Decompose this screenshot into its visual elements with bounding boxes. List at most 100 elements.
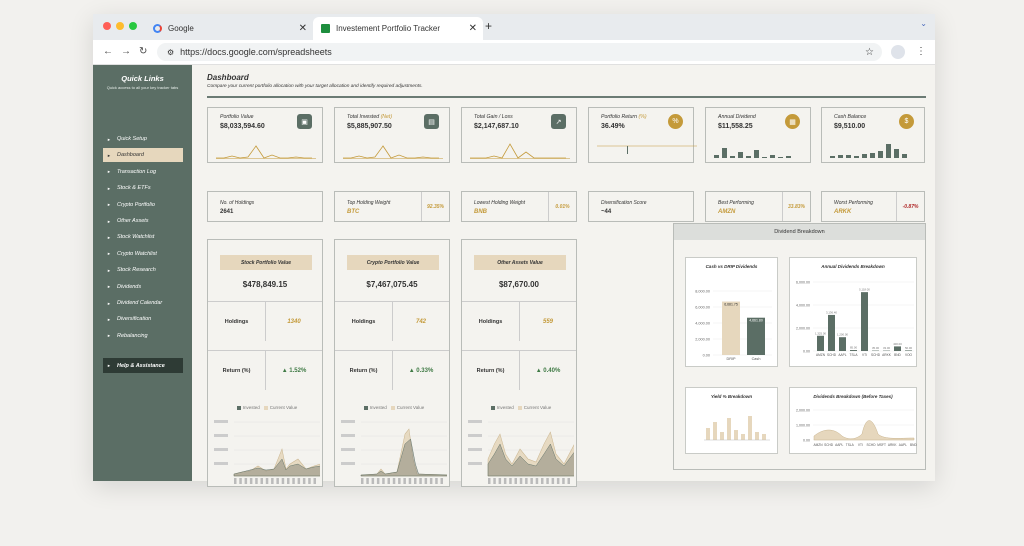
- sidebar-item-crypto-watchlist[interactable]: ► Crypto Watchlist: [103, 247, 183, 261]
- stat-value: ~44: [601, 209, 612, 215]
- return-label: Return (%): [462, 351, 520, 390]
- x-tick-label: DRIP: [726, 357, 736, 361]
- sidebar-item-quick-setup[interactable]: ► Quick Setup: [103, 132, 183, 146]
- holdings-value: 1340: [287, 318, 301, 325]
- portfolio-area-chart: [214, 420, 320, 484]
- tab-bar: Google ✕ Investement Portfolio Tracker ✕…: [93, 14, 935, 40]
- google-icon: [153, 24, 162, 33]
- legend-swatch-invested: [236, 405, 241, 410]
- sidebar-item-label: Diversification: [116, 316, 152, 323]
- wallet-icon: ▣: [297, 114, 312, 129]
- sidebar-item-label: Rebalancing: [116, 332, 148, 339]
- spark-bar: [778, 157, 783, 158]
- y-tick-label: 6,000.00: [796, 281, 810, 285]
- legend-invested: Invested: [242, 405, 260, 410]
- page-title: Dashboard: [207, 73, 249, 82]
- kpi-value: $8,033,594.60: [220, 123, 265, 130]
- bar-schd: [828, 314, 835, 351]
- data-label: 6,681.75: [724, 303, 738, 307]
- reload-icon[interactable]: ↻: [139, 46, 148, 57]
- stat-label: No. of Holdings: [220, 200, 255, 206]
- dollar-icon: $: [899, 114, 914, 129]
- kpi-label-highlight: (%): [638, 114, 647, 120]
- sidebar-item-crypto-portfolio[interactable]: ► Crypto Portfolio: [103, 198, 183, 212]
- y-tick-label: 1,000.00: [796, 424, 810, 428]
- legend-invested: Invested: [496, 405, 514, 410]
- sidebar-item-dashboard[interactable]: ► Dashboard: [103, 148, 183, 163]
- dividend-breakdown-title: Dividend Breakdown: [674, 224, 925, 240]
- stat-card: Diversification Score ~44: [588, 191, 694, 222]
- sidebar-item-rebalancing[interactable]: ► Rebalancing: [103, 329, 183, 343]
- kpi-label: Portfolio Value: [220, 114, 254, 120]
- close-window-dot[interactable]: [103, 22, 111, 30]
- sidebar-item-dividend-calendar[interactable]: ► Dividend Calendar: [103, 296, 183, 310]
- triangle-icon: ►: [107, 234, 111, 240]
- x-tick-label: VTI: [858, 443, 863, 447]
- bookmark-star-icon[interactable]: ☆: [865, 46, 874, 58]
- x-tick-label: ARKK: [888, 443, 898, 447]
- kpi-card: Cash Balance $9,510.00 $: [821, 107, 925, 163]
- close-tab-icon[interactable]: ✕: [468, 23, 477, 34]
- menu-icon[interactable]: ⋮: [916, 46, 926, 57]
- spark-bar: [738, 152, 743, 158]
- x-tick-label: VOO: [905, 353, 913, 357]
- sidebar-item-stock-watchlist[interactable]: ► Stock Watchlist: [103, 230, 183, 244]
- spark-bar: [770, 155, 775, 158]
- back-icon[interactable]: ←: [103, 46, 113, 57]
- new-tab-icon[interactable]: +: [485, 19, 493, 33]
- kpi-label-text: Portfolio Return: [601, 114, 638, 120]
- bar-drip: [722, 301, 740, 355]
- kpi-card: Portfolio Value $8,033,594.60 ▣: [207, 107, 323, 163]
- bar-bnd: [894, 346, 901, 351]
- tab-tracker[interactable]: Investement Portfolio Tracker ✕: [313, 17, 483, 40]
- maximize-window-dot[interactable]: [129, 22, 137, 30]
- sidebar-item-transaction-log[interactable]: ► Transaction Log: [103, 165, 183, 179]
- minimize-window-dot[interactable]: [116, 22, 124, 30]
- stat-percent: -0.87%: [896, 192, 924, 221]
- kpi-label-text: Portfolio Value: [220, 114, 254, 120]
- portfolio-title: Crypto Portfolio Value: [347, 255, 439, 270]
- kpi-sparkline: [343, 145, 443, 159]
- kpi-label: Portfolio Return (%): [601, 114, 647, 120]
- percent-icon: %: [668, 114, 683, 129]
- sidebar-item-label: Transaction Log: [116, 168, 157, 175]
- spark-bar: [862, 154, 867, 158]
- yield-breakdown-chart: Yield % Breakdown: [685, 387, 778, 454]
- tab-label: Investement Portfolio Tracker: [336, 24, 441, 33]
- portfolio-title: Other Assets Value: [474, 255, 566, 270]
- tab-google[interactable]: Google ✕: [153, 17, 313, 40]
- forward-icon[interactable]: →: [121, 46, 131, 57]
- url-field[interactable]: ⚙ https://docs.google.com/spreadsheets ☆: [157, 43, 882, 61]
- sidebar-item-stock-etfs[interactable]: ► Stock & ETFs: [103, 181, 183, 195]
- triangle-icon: ►: [107, 169, 111, 175]
- sidebar: Quick Links Quick access to all your key…: [93, 65, 192, 481]
- x-tick-label: SCHD: [824, 443, 834, 447]
- yield-bars: [704, 416, 770, 441]
- sidebar-item-diversification[interactable]: ► Diversification: [103, 312, 183, 326]
- sidebar-item-stock-research[interactable]: ► Stock Research: [103, 263, 183, 277]
- spark-bar: [854, 156, 859, 158]
- triangle-icon: ►: [107, 316, 111, 322]
- data-label: 4,661.80: [749, 319, 763, 323]
- profile-avatar[interactable]: [891, 45, 905, 59]
- sidebar-item-other-assets[interactable]: ► Other Assets: [103, 214, 183, 228]
- y-tick-label: 2,000.00: [796, 327, 810, 331]
- kpi-label: Annual Dividend: [718, 114, 756, 120]
- data-label: 50.00: [905, 346, 912, 350]
- cash-vs-drip-chart: Cash vs DRIP Dividends 8,000.00 6,000.00 4…: [685, 257, 778, 367]
- kpi-label-text: Annual Dividend: [718, 114, 756, 120]
- sidebar-item-dividends[interactable]: ► Dividends: [103, 280, 183, 294]
- holdings-label: Holdings: [335, 302, 393, 341]
- x-tick-label: SCHD: [871, 353, 881, 357]
- stat-label: Worst Performing: [834, 200, 873, 206]
- chevron-down-icon[interactable]: ⌄: [920, 19, 927, 28]
- close-tab-icon[interactable]: ✕: [298, 23, 307, 34]
- return-label: Return (%): [335, 351, 393, 390]
- spark-bar: [754, 150, 759, 158]
- legend-swatch-current: [263, 405, 268, 410]
- return-value: ▲ 0.33%: [408, 367, 434, 374]
- money-icon: ▤: [424, 114, 439, 129]
- help-button[interactable]: ► Help & Assistance: [103, 358, 183, 373]
- y-tick-label: 4,000.00: [796, 304, 810, 308]
- sidebar-item-label: Quick Setup: [116, 136, 147, 142]
